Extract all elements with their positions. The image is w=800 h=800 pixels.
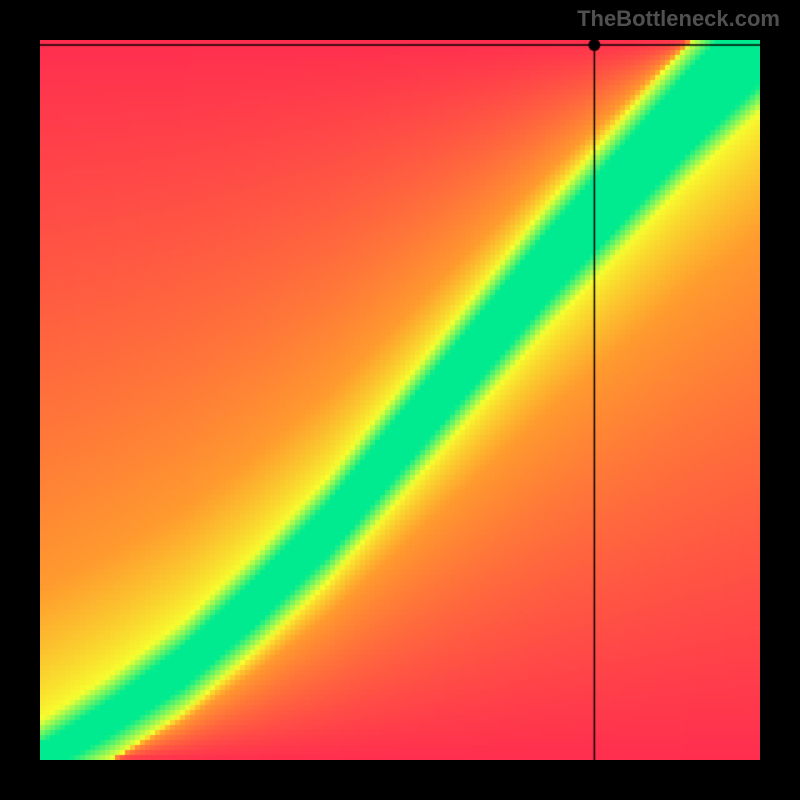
heatmap-canvas [40, 40, 760, 760]
heatmap-chart [40, 40, 760, 760]
watermark-text: TheBottleneck.com [577, 6, 780, 32]
